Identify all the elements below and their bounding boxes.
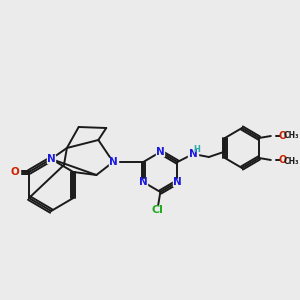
Bar xyxy=(109,158,118,166)
Text: N: N xyxy=(109,157,118,167)
Text: Cl: Cl xyxy=(152,205,163,215)
Bar xyxy=(47,155,55,163)
Bar xyxy=(152,206,163,214)
Bar xyxy=(173,178,181,185)
Text: O: O xyxy=(11,167,20,177)
Bar xyxy=(10,168,20,176)
Text: N: N xyxy=(173,177,182,187)
Text: N: N xyxy=(156,147,165,157)
Bar xyxy=(188,150,198,158)
Text: N: N xyxy=(189,149,197,159)
Text: N: N xyxy=(139,177,148,187)
Text: O: O xyxy=(278,131,287,141)
Bar xyxy=(156,148,164,155)
Text: O: O xyxy=(278,155,287,165)
Text: H: H xyxy=(194,145,200,154)
Text: CH₃: CH₃ xyxy=(284,157,299,166)
Text: CH₃: CH₃ xyxy=(284,130,299,140)
Text: N: N xyxy=(47,154,56,164)
Bar xyxy=(140,178,147,185)
